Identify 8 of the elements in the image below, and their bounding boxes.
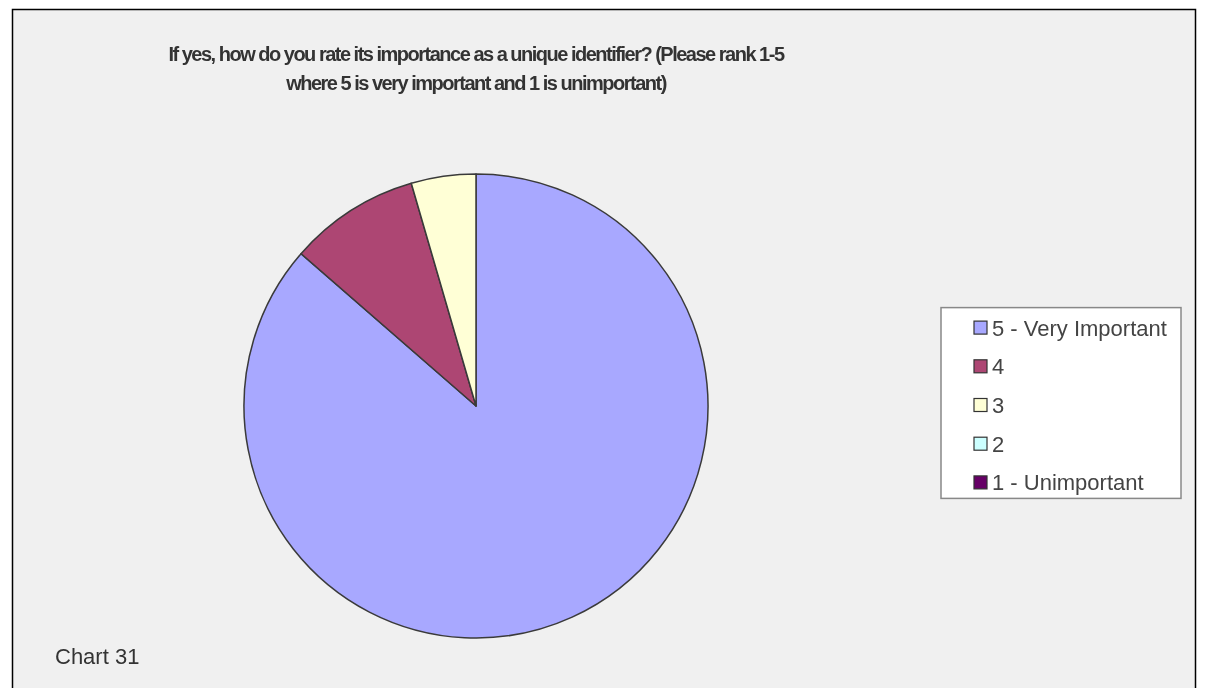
legend-label: 1 - Unimportant	[992, 470, 1144, 496]
pie-slice	[243, 173, 709, 639]
chart-title: If yes, how do you rate its importance as a unique identifier? (Please rank 1-5 where 5 is very important and 1 is unimportant)	[168, 43, 785, 94]
caption: Chart 31	[55, 644, 140, 669]
legend-label: 5 - Very Important	[992, 315, 1167, 341]
legend-label: 2	[992, 431, 1005, 457]
legend-label: 4	[992, 354, 1005, 380]
legend-label: 3	[992, 393, 1005, 418]
